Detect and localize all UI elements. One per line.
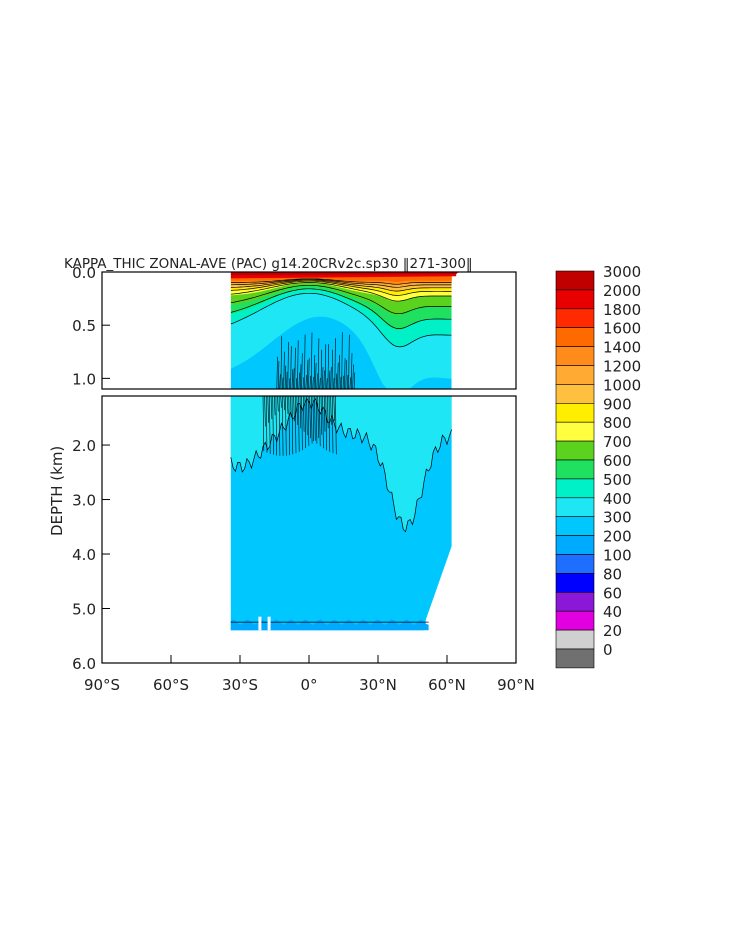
lower-panel-fill bbox=[230, 396, 452, 631]
axes: 90°S 60°S 30°S 0° 30°N 60°N 90°N 0.0 0.5 1.0 2.0 3.… bbox=[72, 264, 535, 694]
contour-line-upper bbox=[230, 279, 452, 288]
colorbar-level-label: 1400 bbox=[603, 339, 641, 357]
colorbar-swatch bbox=[555, 516, 595, 536]
y-tick-label: 3.0 bbox=[72, 492, 96, 510]
colorbar-level-label: 100 bbox=[603, 547, 632, 565]
land-mask-north bbox=[451, 282, 516, 389]
x-tick-label: 60°N bbox=[428, 676, 466, 694]
x-tick-label: 0° bbox=[300, 676, 317, 694]
y-axis-label: DEPTH (km) bbox=[48, 446, 66, 536]
colorbar-swatch bbox=[555, 610, 595, 631]
colorbar-level-label: 300 bbox=[603, 509, 632, 527]
colorbar-swatch bbox=[555, 384, 595, 404]
colorbar-swatch bbox=[555, 554, 595, 574]
colorbar-level-label: 1200 bbox=[603, 358, 641, 376]
x-tick-label: 90°S bbox=[84, 676, 120, 694]
contour-line-upper bbox=[230, 288, 452, 329]
colorbar-level-label: 400 bbox=[603, 490, 632, 508]
colorbar-swatch bbox=[555, 308, 595, 328]
colorbar-swatch bbox=[555, 270, 595, 291]
seamount-gap bbox=[258, 616, 262, 631]
x-tick-label: 30°N bbox=[359, 676, 397, 694]
colorbar-level-label: 60 bbox=[603, 584, 622, 602]
colorbar-swatch bbox=[555, 497, 595, 517]
upper-panel-frame bbox=[101, 271, 517, 390]
colorbar-level-label: 3000 bbox=[603, 263, 641, 281]
contour-line-lower bbox=[230, 397, 452, 533]
band-3000 bbox=[230, 272, 459, 276]
colorbar-swatch bbox=[555, 421, 595, 442]
y-tick-label: 4.0 bbox=[72, 546, 96, 564]
colorbar-swatch bbox=[555, 459, 595, 480]
colorbar-swatch bbox=[555, 289, 595, 310]
y-tick-label: 0.5 bbox=[72, 317, 96, 335]
y-tick-label: 5.0 bbox=[72, 601, 96, 619]
y-tick-label: 2.0 bbox=[72, 437, 96, 455]
contour-line-upper bbox=[230, 284, 452, 315]
colorbar-swatch bbox=[555, 573, 595, 593]
contour-line-upper bbox=[230, 280, 452, 296]
colorbar-level-label: 2000 bbox=[603, 282, 641, 300]
colorbar-level-label: 800 bbox=[603, 414, 632, 432]
contour-spikes-lower bbox=[262, 396, 337, 456]
upper-panel-fill bbox=[102, 272, 516, 389]
colorbar-level-label: 200 bbox=[603, 528, 632, 546]
x-tick-label: 30°S bbox=[222, 676, 258, 694]
colorbar-swatch bbox=[555, 478, 595, 499]
colorbar-swatch bbox=[555, 629, 595, 650]
contour-spikes-upper bbox=[276, 332, 356, 389]
colorbar-level-label: 500 bbox=[603, 471, 632, 489]
colorbar-swatch bbox=[555, 591, 595, 612]
x-tick-label: 60°S bbox=[153, 676, 189, 694]
y-tick-label: 6.0 bbox=[72, 655, 96, 673]
contour-line-upper bbox=[230, 282, 452, 302]
colorbar-swatch bbox=[555, 648, 595, 669]
colorbar-level-label: 40 bbox=[603, 603, 622, 621]
band-300 bbox=[230, 316, 452, 389]
land-mask-south bbox=[102, 272, 231, 389]
colorbar-level-label: 600 bbox=[603, 452, 632, 470]
colorbar-swatch bbox=[555, 535, 595, 555]
contour-line-upper bbox=[230, 278, 452, 285]
colorbar-level-label: 1800 bbox=[603, 301, 641, 319]
colorbar-level-label: 20 bbox=[603, 622, 622, 640]
colorbar-swatch bbox=[555, 402, 595, 423]
seamount-gap bbox=[267, 616, 271, 631]
colorbar-level-label: 0 bbox=[603, 641, 613, 659]
colorbar-swatch bbox=[555, 440, 595, 461]
contour-line-upper bbox=[230, 292, 452, 348]
y-tick-label: 0.0 bbox=[72, 264, 96, 282]
colorbar-swatch bbox=[555, 365, 595, 385]
colorbar-swatch bbox=[555, 346, 595, 366]
colorbar-level-label: 1600 bbox=[603, 320, 641, 338]
colorbar-level-label: 1000 bbox=[603, 376, 641, 394]
chart-title: KAPPA_THIC ZONAL-AVE (PAC) g14.20CRv2c.s… bbox=[64, 256, 473, 272]
contour-line-upper bbox=[230, 279, 452, 292]
colorbar-swatch bbox=[555, 327, 595, 347]
y-tick-label: 1.0 bbox=[72, 370, 96, 388]
colorbar-legend: 3000200018001600140012001000900800700600… bbox=[555, 263, 641, 669]
colorbar-level-label: 700 bbox=[603, 433, 632, 451]
colorbar-level-label: 900 bbox=[603, 395, 632, 413]
colorbar-level-label: 80 bbox=[603, 565, 622, 583]
x-tick-label: 90°N bbox=[497, 676, 535, 694]
